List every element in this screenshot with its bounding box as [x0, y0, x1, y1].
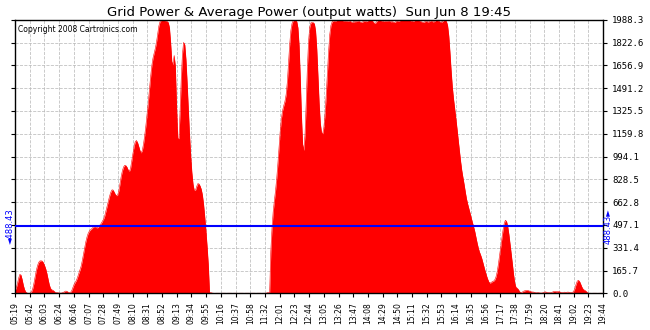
Text: ◄488.43: ◄488.43	[5, 208, 14, 244]
Text: 488.43►: 488.43►	[604, 208, 613, 244]
Text: Copyright 2008 Cartronics.com: Copyright 2008 Cartronics.com	[18, 25, 138, 34]
Title: Grid Power & Average Power (output watts)  Sun Jun 8 19:45: Grid Power & Average Power (output watts…	[107, 6, 511, 18]
